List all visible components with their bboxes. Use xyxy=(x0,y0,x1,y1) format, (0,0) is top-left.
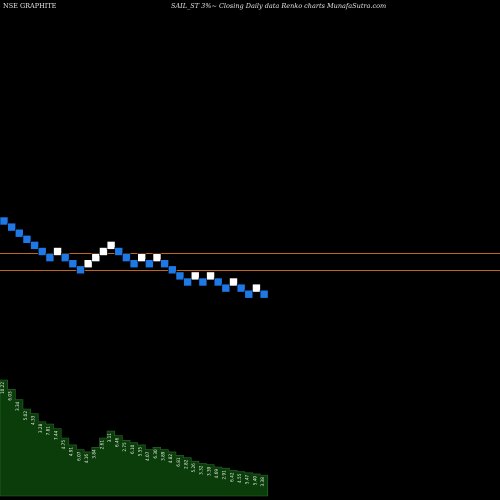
renko-brick-up xyxy=(252,283,261,293)
renko-brick-up xyxy=(83,259,93,269)
volume-label: 5.40 xyxy=(252,476,257,486)
volume-label: 4.91 xyxy=(69,447,74,457)
volume-label: 6.03 xyxy=(7,391,12,401)
renko-brick-down xyxy=(129,259,139,269)
volume-label: 2.61 xyxy=(99,440,104,450)
volume-label: 3.38 xyxy=(260,477,265,487)
renko-brick-down xyxy=(213,277,223,287)
renko-brick-down xyxy=(60,253,70,262)
volume-label: 2.75 xyxy=(122,442,127,452)
renko-brick-up xyxy=(229,277,238,287)
renko-brick-down xyxy=(168,265,177,275)
renko-brick-up xyxy=(206,271,215,281)
renko-bricks xyxy=(0,216,269,299)
volume-label: 4.82 xyxy=(168,454,173,464)
renko-brick-down xyxy=(175,271,185,281)
volume-label: 2.82 xyxy=(183,459,188,469)
volume-label: 6.46 xyxy=(115,437,120,447)
volume-label: 3.32 xyxy=(199,465,204,475)
renko-brick-down xyxy=(183,277,192,287)
renko-brick-down xyxy=(68,259,78,269)
renko-brick-down xyxy=(22,235,32,244)
renko-brick-down xyxy=(259,289,269,299)
renko-brick-down xyxy=(37,247,47,256)
volume-label: 2.91 xyxy=(222,470,227,480)
renko-brick-down xyxy=(7,222,16,232)
renko-brick-up xyxy=(106,241,116,250)
renko-brick-up xyxy=(137,253,146,262)
renko-brick-up xyxy=(152,253,162,262)
renko-brick-up xyxy=(91,253,101,262)
renko-brick-up xyxy=(99,247,108,256)
volume-label: 3.89 xyxy=(160,451,165,461)
volume-label: 3.34 xyxy=(15,401,20,411)
renko-brick-up xyxy=(190,271,200,281)
volume-label: 4.55 xyxy=(237,473,242,483)
volume-label: 5.26 xyxy=(191,463,196,473)
chart-title: SAIL_ST 3%~ Closing Daily data Renko cha… xyxy=(171,2,386,10)
renko-brick-down xyxy=(236,283,246,293)
volume-label: 5.47 xyxy=(245,474,250,484)
volume-label: 3.39 xyxy=(206,466,211,476)
symbol-label: NSE GRAPHITE xyxy=(3,2,57,10)
renko-brick-down xyxy=(221,283,231,293)
volume-label: 5.02 xyxy=(23,411,28,421)
volume-label: 6.30 xyxy=(153,449,158,459)
volume-label: 6.42 xyxy=(229,472,234,482)
volume-label: 6.10 xyxy=(130,444,135,454)
renko-brick-down xyxy=(198,277,208,287)
volume-label: 6.81 xyxy=(176,457,181,467)
volume-label: 4.75 xyxy=(61,440,66,450)
renko-brick-down xyxy=(244,289,254,299)
volume-label: 7.81 xyxy=(46,426,51,436)
renko-brick-down xyxy=(122,253,131,262)
renko-brick-up xyxy=(53,247,62,256)
renko-brick-down xyxy=(114,247,124,256)
volume-label: 10.22 xyxy=(0,382,5,394)
volume-label: 4.69 xyxy=(214,469,219,479)
renko-brick-down xyxy=(160,259,169,269)
renko-brick-down xyxy=(145,259,154,269)
renko-brick-down xyxy=(45,253,55,262)
volume-label: 7.44 xyxy=(53,430,58,440)
renko-brick-down xyxy=(15,228,24,238)
volume-label: 3.11 xyxy=(107,433,112,443)
volume-label: 3.84 xyxy=(92,449,97,459)
volume-area xyxy=(0,379,269,497)
volume-label: 4.16 xyxy=(84,454,89,464)
volume-label: 5.55 xyxy=(138,447,143,457)
renko-brick-down xyxy=(30,241,39,250)
volume-panel: 10.226.033.345.02 4.333.28 7.81 7.444.754.9… xyxy=(0,379,269,497)
volume-label: 4.33 xyxy=(30,415,35,425)
renko-brick-down xyxy=(0,216,9,226)
volume-label: 6.07 xyxy=(76,451,81,461)
renko-brick-down xyxy=(76,265,85,275)
volume-label: 4.07 xyxy=(145,451,150,461)
volume-label: 3.28 xyxy=(38,423,43,433)
